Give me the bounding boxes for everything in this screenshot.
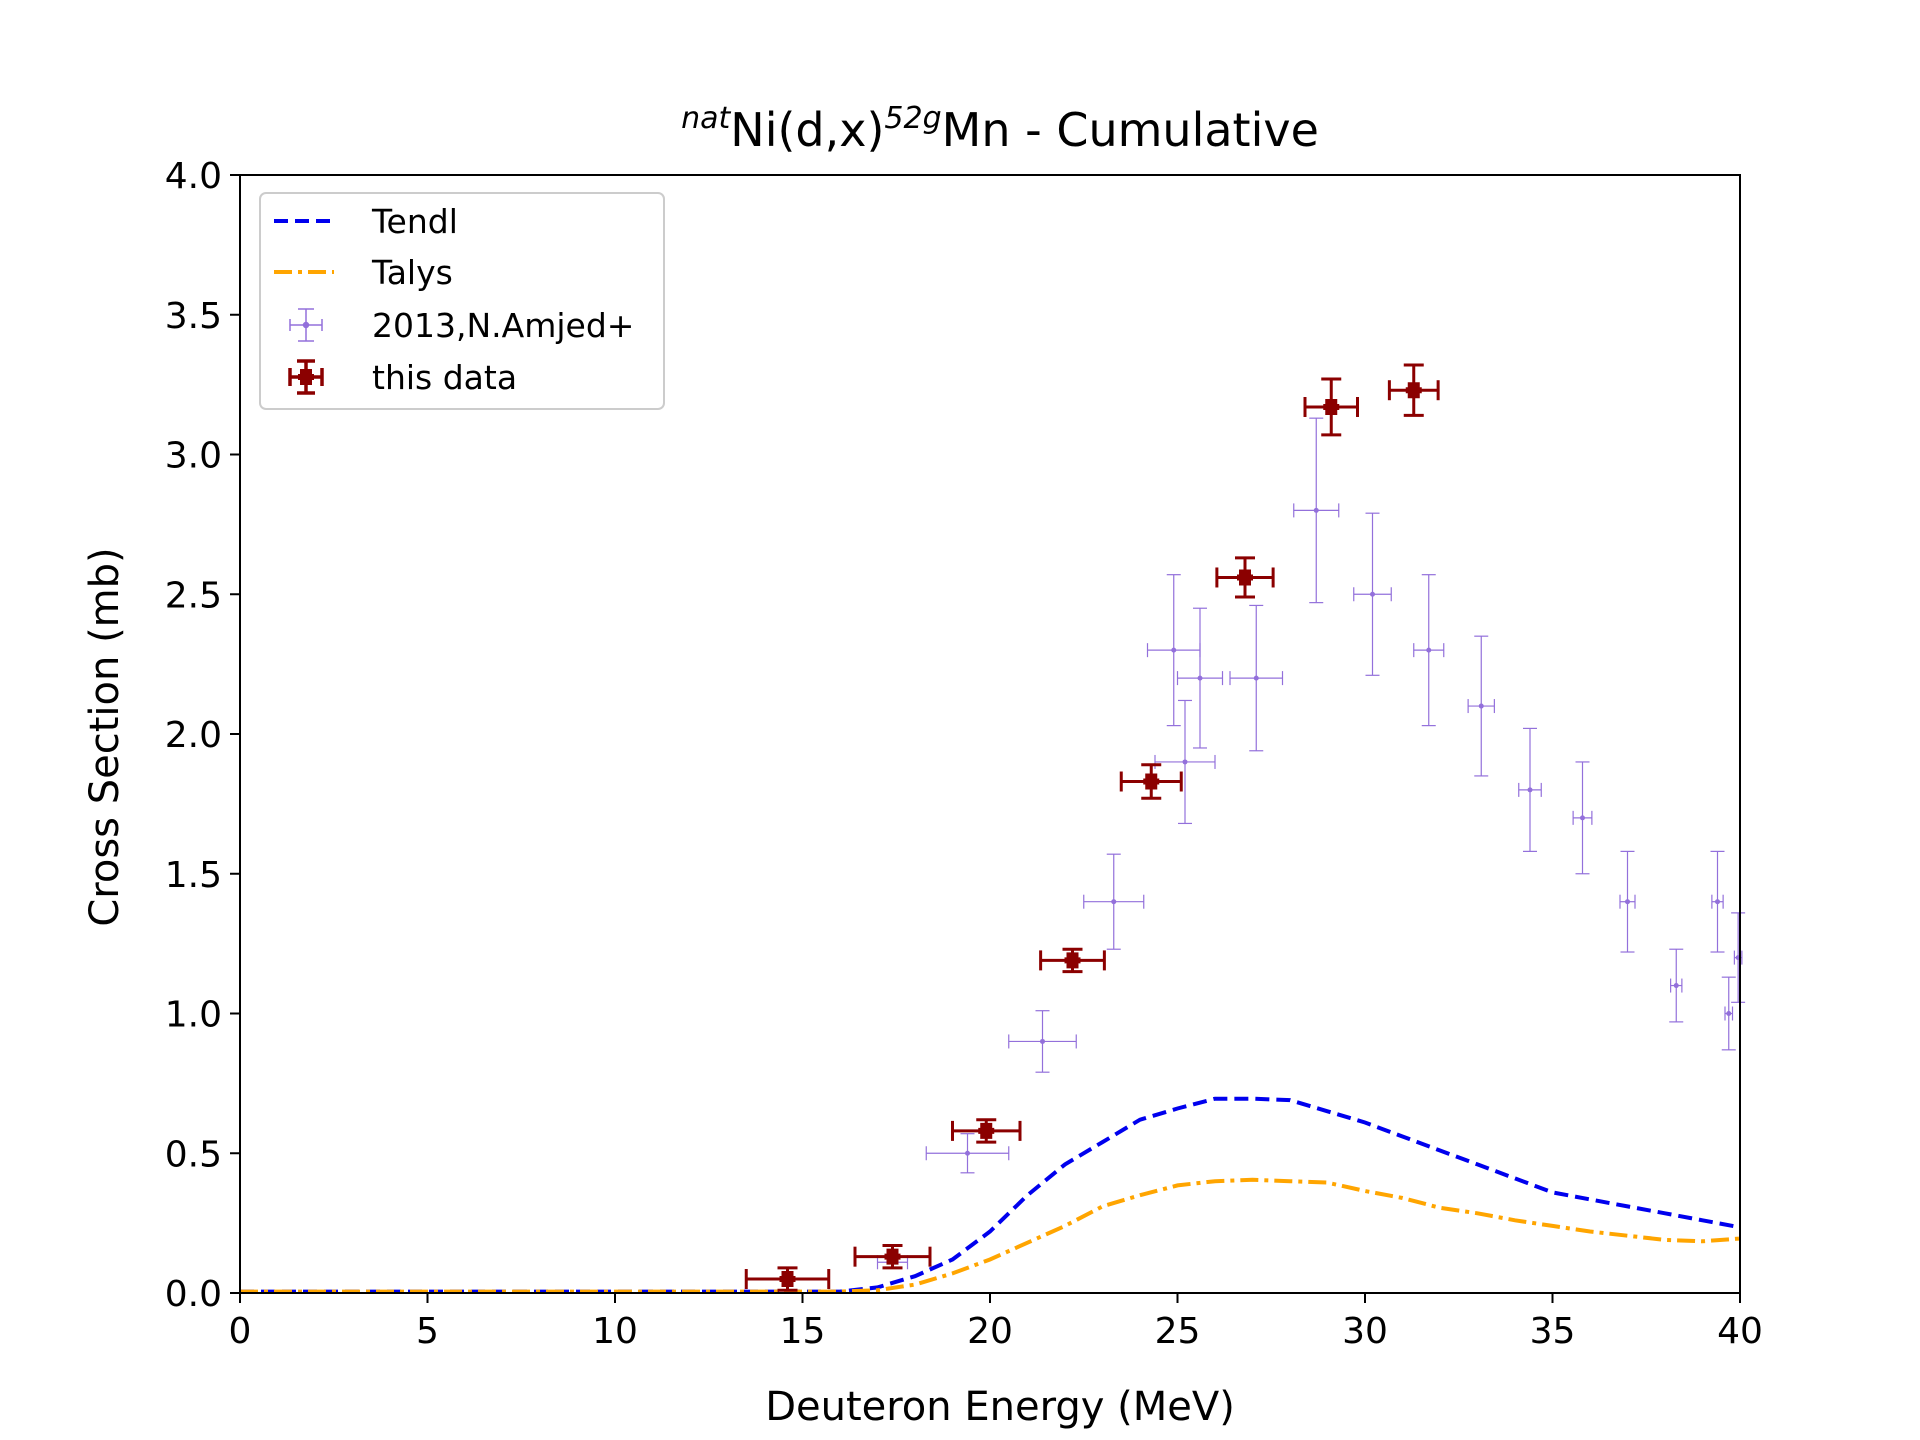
data-point-this-data [1215, 556, 1275, 599]
marker [1313, 507, 1319, 513]
legend-box [259, 192, 665, 410]
x-tick-label: 25 [1155, 1311, 1201, 1352]
data-point-2013-n-amjed [1293, 417, 1340, 604]
marker [1580, 815, 1585, 821]
title-suffix: Mn - Cumulative [942, 103, 1319, 157]
data-point-this-data [1039, 947, 1106, 974]
x-tick-label: 10 [592, 1311, 638, 1352]
data-point-2013-n-amjed [1083, 853, 1145, 950]
x-tick-label: 5 [416, 1311, 439, 1352]
y-axis-label: Cross Section (mb) [82, 547, 128, 926]
series-lines [240, 1096, 1741, 1294]
data-point-this-data [1119, 763, 1183, 800]
y-tick-label: 0.0 [165, 1274, 222, 1315]
data-point-2013-n-amjed [1353, 512, 1392, 676]
marker [779, 1271, 796, 1288]
data-point-this-data [744, 1266, 831, 1292]
title-superscript-52g: 52g [884, 101, 941, 136]
x-tick-label: 30 [1342, 1311, 1388, 1352]
marker [1253, 675, 1259, 681]
marker [1726, 1011, 1732, 1016]
data-point-2013-n-amjed [1154, 699, 1216, 825]
marker [1370, 591, 1375, 597]
y-tick-label: 1.0 [165, 995, 222, 1036]
legend-label-tendl: Tendl [371, 202, 458, 241]
y-tick-label: 2.0 [165, 715, 222, 756]
y-tick-label: 2.5 [165, 575, 222, 616]
x-tick-label: 35 [1530, 1311, 1576, 1352]
x-axis-label: Deuteron Energy (MeV) [765, 1384, 1235, 1430]
marker [1478, 703, 1484, 709]
data-point-2013-n-amjed [1467, 635, 1495, 777]
data-point-2013-n-amjed [1669, 948, 1684, 1023]
data-point-2013-n-amjed [1176, 607, 1224, 749]
y-tick-label: 1.5 [165, 855, 222, 896]
data-point-this-data [1303, 377, 1359, 437]
marker [1426, 647, 1432, 653]
series-line-tendl [240, 1096, 1741, 1294]
marker [1527, 787, 1533, 793]
legend-swatch-this-data [288, 359, 324, 395]
marker [1625, 899, 1630, 905]
x-tick-label: 15 [780, 1311, 826, 1352]
marker [1715, 899, 1720, 905]
data-point-2013-n-amjed [1229, 604, 1284, 752]
data-point-2013-n-amjed [1518, 727, 1542, 852]
data-point-this-data [1387, 363, 1440, 417]
title-target: Ni(d,x) [730, 103, 884, 157]
series-line-talys [240, 1177, 1741, 1294]
chart-title: natNi(d,x)52gMn - Cumulative [681, 101, 1319, 157]
title-superscript-nat: nat [681, 101, 731, 136]
legend-label-this-data: this data [372, 358, 517, 397]
legend-label-talys: Talys [371, 253, 453, 292]
marker [1040, 1038, 1045, 1044]
legend: Tendl Talys 2013,N.Amjed+ this data [259, 192, 665, 410]
y-tick-label: 0.5 [165, 1134, 222, 1175]
y-tick-label: 4.0 [165, 156, 222, 197]
data-point-this-data [951, 1118, 1022, 1144]
marker [1111, 899, 1117, 905]
marker [1237, 569, 1253, 586]
marker [1197, 675, 1203, 681]
x-tick-label: 0 [229, 1311, 252, 1352]
x-tick-label: 20 [967, 1311, 1013, 1352]
legend-swatch-amjed [289, 308, 323, 342]
plot-frame [239, 174, 1741, 1294]
data-point-2013-n-amjed [1008, 1010, 1077, 1073]
marker [1064, 952, 1081, 969]
data-point-2013-n-amjed [1721, 976, 1736, 1051]
marker [965, 1150, 970, 1156]
marker [1673, 983, 1679, 989]
x-tick-label: 40 [1717, 1311, 1763, 1352]
data-point-2013-n-amjed [925, 1133, 1010, 1174]
marker [1171, 647, 1177, 653]
marker [1323, 398, 1340, 415]
marker [884, 1248, 901, 1265]
axis-ticks: 0 5 10 15 20 25 30 35 40 0.0 0.5 1.0 1.5 2.0 2.5 3.0 3.5… [165, 156, 1763, 1352]
y-tick-label: 3.5 [165, 296, 222, 337]
marker [1405, 382, 1422, 399]
legend-label-amjed: 2013,N.Amjed+ [372, 306, 634, 345]
marker [1143, 773, 1160, 790]
data-point-2013-n-amjed [1413, 574, 1445, 727]
data-point-this-data [853, 1243, 932, 1270]
data-point-2013-n-amjed [1572, 761, 1593, 875]
marker [978, 1122, 995, 1139]
y-tick-label: 3.0 [165, 436, 222, 477]
marker [1182, 759, 1188, 765]
data-point-2013-n-amjed [1146, 574, 1201, 727]
data-point-2013-n-amjed [1710, 850, 1725, 953]
data-point-2013-n-amjed [1619, 850, 1636, 953]
series-points [744, 363, 1746, 1292]
